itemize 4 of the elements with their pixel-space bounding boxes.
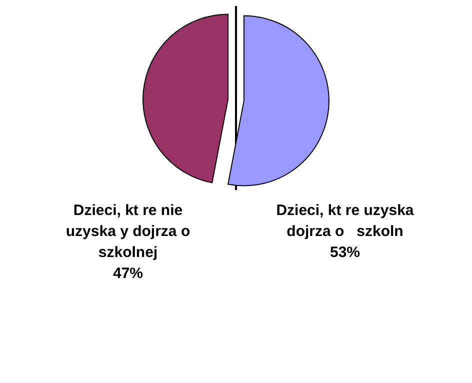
- data-label: 47%: [112, 265, 144, 282]
- slice-label: Dzieci, kt re nie uzyska y dojrza o szkolnej: [66, 202, 190, 261]
- data-label: 53%: [330, 244, 360, 261]
- slice-label: Dzieci, kt re uzyska dojrza o szkoln: [276, 202, 414, 240]
